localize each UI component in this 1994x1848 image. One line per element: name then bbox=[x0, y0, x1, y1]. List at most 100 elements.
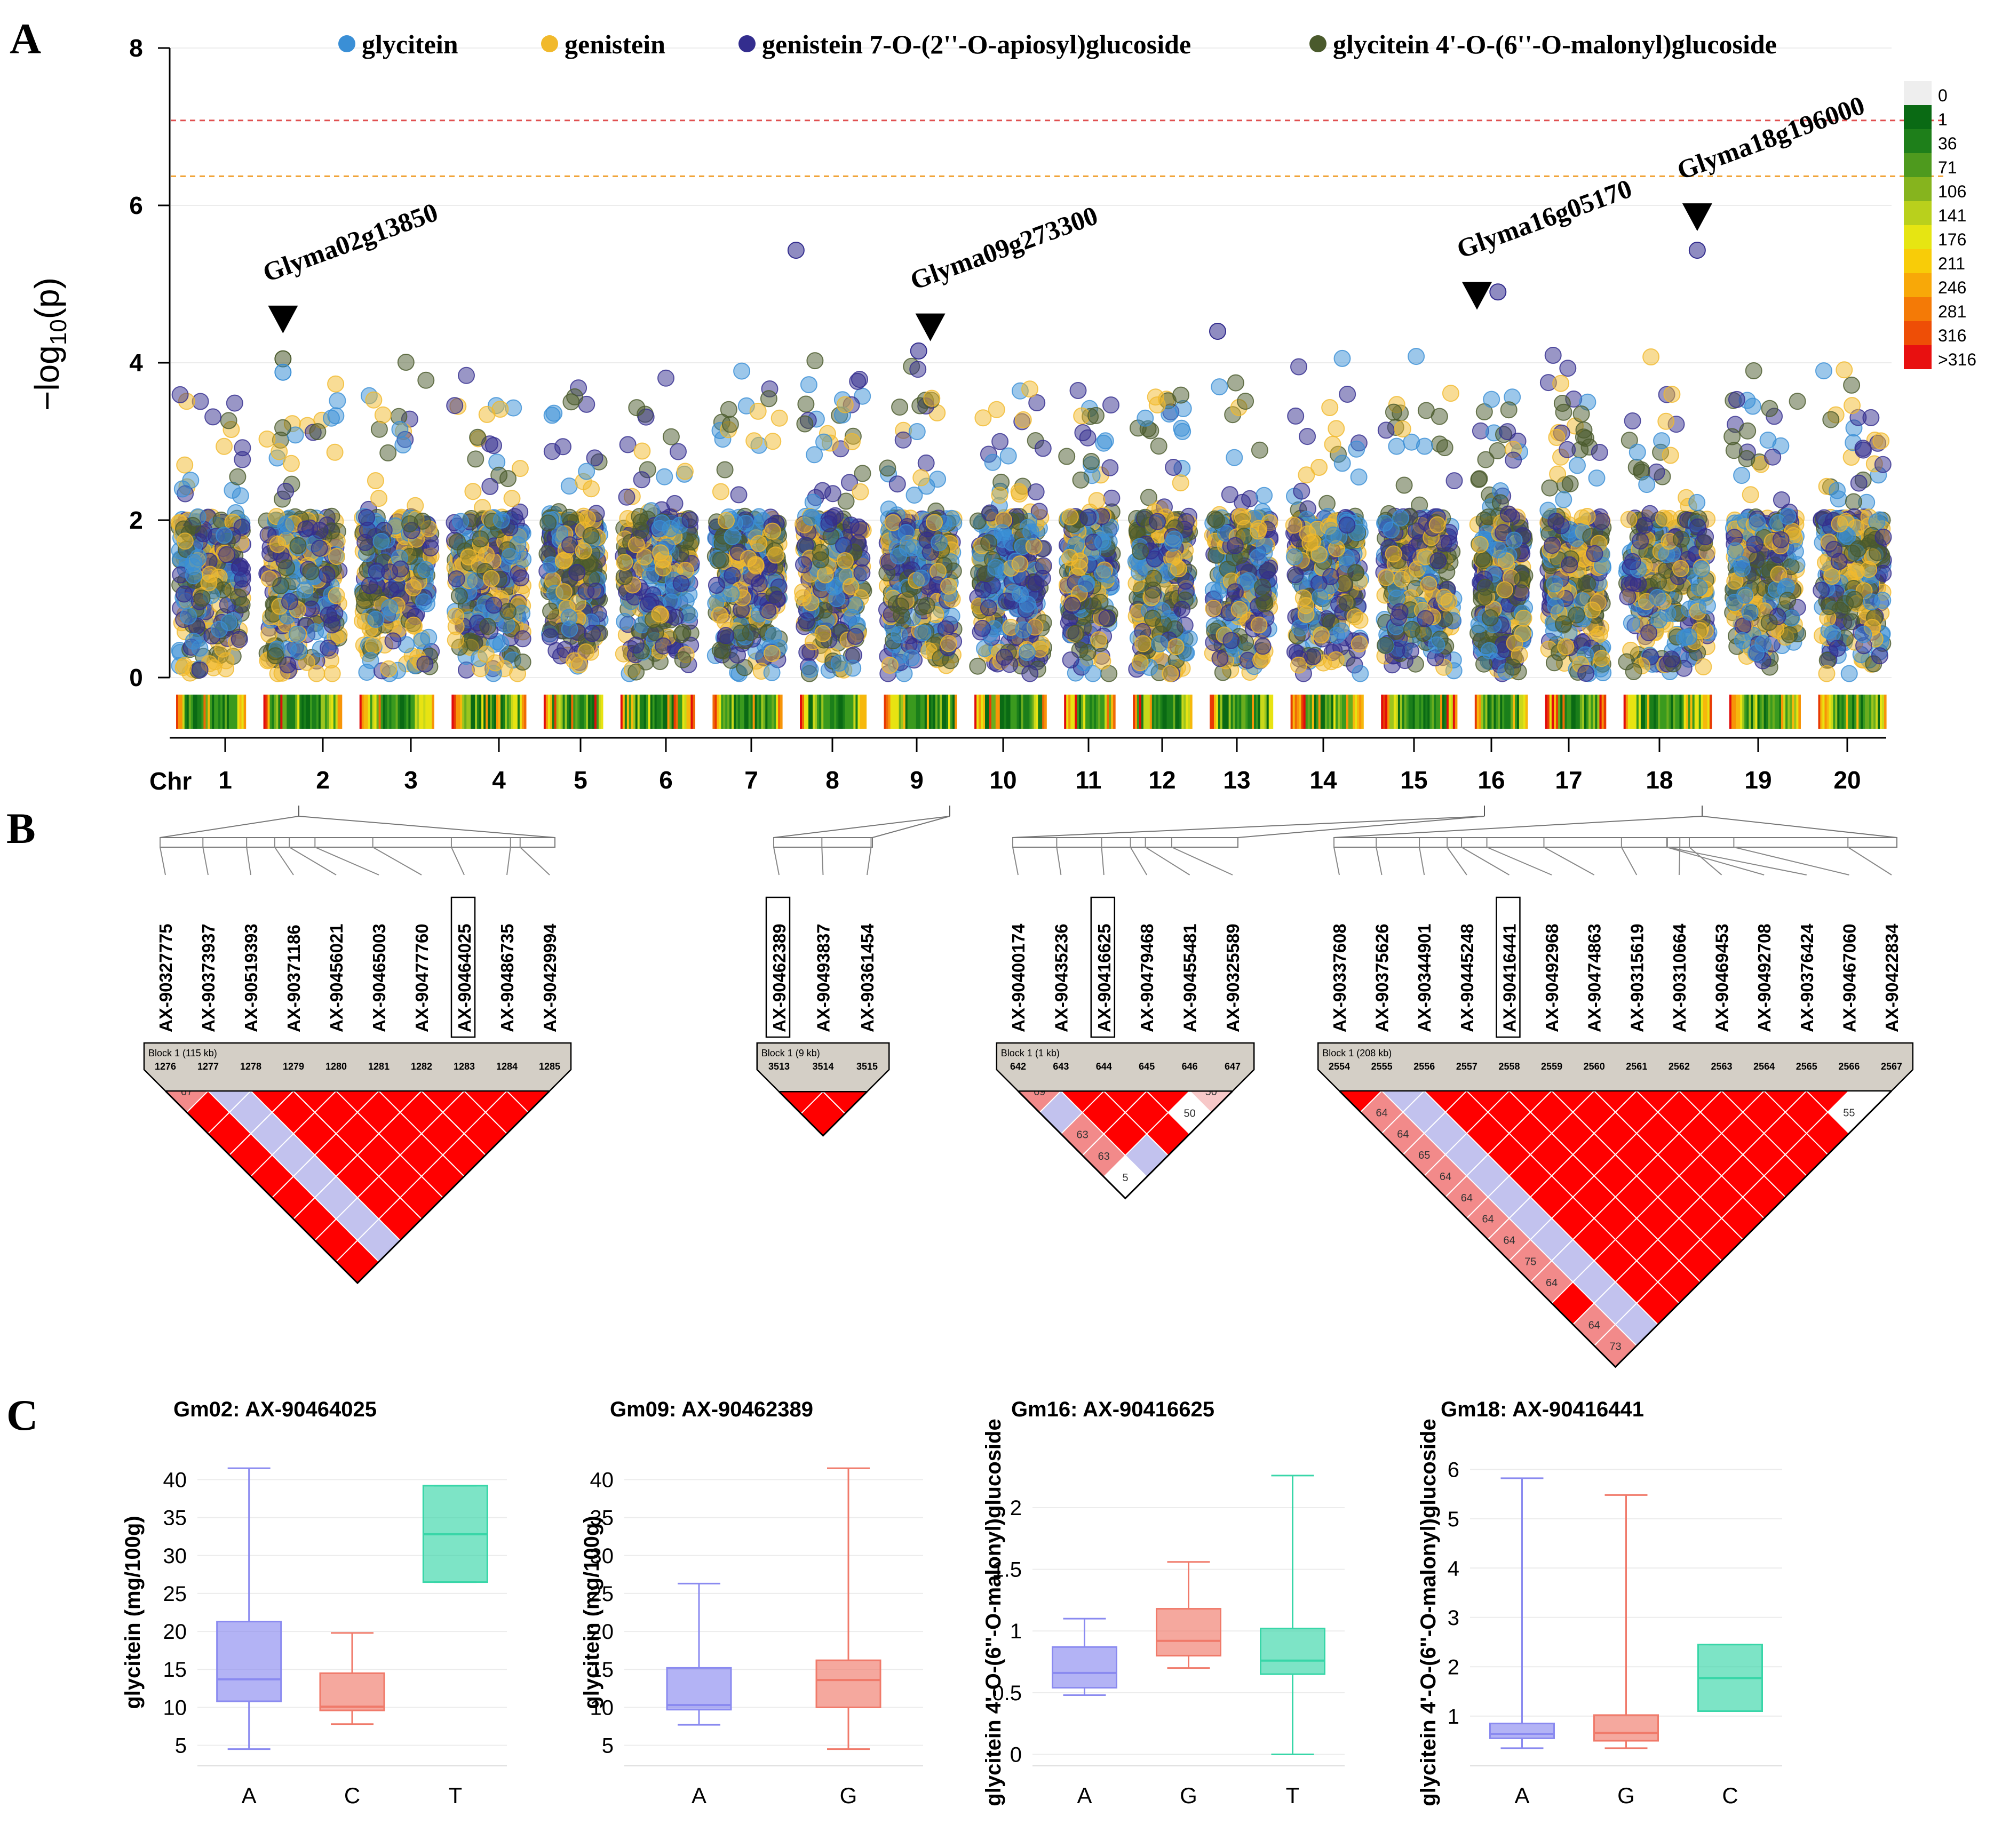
snp-point bbox=[897, 524, 915, 541]
snp-point bbox=[1061, 508, 1079, 525]
snp-point bbox=[1440, 593, 1458, 610]
snp-point bbox=[1234, 493, 1251, 511]
snp-point bbox=[577, 643, 595, 660]
snp-point bbox=[413, 632, 431, 650]
snp-point bbox=[503, 490, 521, 507]
snp-point bbox=[618, 488, 635, 506]
snp-point bbox=[458, 367, 475, 384]
snp-point bbox=[185, 567, 202, 584]
snp-point bbox=[1352, 665, 1369, 682]
snp-point bbox=[1172, 386, 1190, 404]
snp-point bbox=[288, 625, 306, 643]
snp-point bbox=[1505, 451, 1522, 469]
snp-point bbox=[627, 636, 645, 654]
snp-point bbox=[308, 665, 325, 682]
snp-point bbox=[842, 516, 860, 534]
snp-point bbox=[1431, 408, 1448, 425]
snp-point bbox=[923, 389, 941, 407]
snp-point bbox=[1088, 492, 1106, 509]
snp-point bbox=[969, 657, 987, 675]
snp-point bbox=[566, 388, 584, 405]
panel-c-label: C bbox=[6, 1391, 38, 1439]
snp-point bbox=[767, 546, 784, 564]
snp-point bbox=[561, 508, 578, 526]
snp-point bbox=[218, 546, 235, 563]
snp-point bbox=[984, 453, 1002, 471]
snp-point bbox=[1034, 440, 1052, 457]
snp-point bbox=[828, 590, 846, 607]
snp-point bbox=[416, 655, 434, 673]
snp-point bbox=[460, 548, 478, 565]
snp-point bbox=[987, 559, 1005, 576]
snp-point bbox=[277, 482, 295, 500]
snp-point bbox=[1014, 411, 1032, 428]
snp-point bbox=[996, 648, 1013, 666]
snp-point bbox=[193, 590, 211, 607]
snp-point bbox=[367, 472, 384, 489]
snp-point bbox=[814, 625, 832, 642]
snp-point bbox=[879, 459, 896, 477]
snp-point bbox=[902, 649, 920, 667]
snp-point bbox=[231, 559, 248, 576]
snp-point bbox=[991, 487, 1008, 504]
snp-point bbox=[842, 578, 860, 595]
snp-point bbox=[513, 604, 531, 622]
snp-point bbox=[1290, 656, 1307, 674]
snp-point bbox=[1347, 564, 1364, 582]
snp-point bbox=[485, 437, 502, 455]
snp-point bbox=[653, 514, 671, 532]
snp-point bbox=[884, 514, 902, 531]
snp-point bbox=[1087, 407, 1105, 424]
snp-point bbox=[554, 438, 571, 456]
snp-point bbox=[1144, 582, 1162, 599]
snp-point bbox=[258, 431, 276, 448]
snp-point bbox=[721, 416, 739, 433]
snp-point bbox=[1483, 391, 1500, 408]
snp-point bbox=[1471, 536, 1489, 553]
snp-point bbox=[1027, 575, 1045, 593]
snp-point bbox=[1226, 449, 1243, 466]
snp-point bbox=[802, 508, 820, 526]
snp-point bbox=[891, 626, 908, 643]
snp-point bbox=[175, 585, 193, 603]
snp-point bbox=[1230, 601, 1248, 618]
snp-point bbox=[297, 520, 315, 538]
snp-point bbox=[1132, 543, 1149, 560]
snp-point bbox=[365, 391, 383, 409]
snp-point bbox=[1286, 566, 1304, 584]
snp-point bbox=[937, 620, 955, 638]
snp-point bbox=[1250, 522, 1267, 540]
snp-point bbox=[1311, 588, 1329, 606]
snp-point bbox=[1442, 385, 1459, 402]
snp-point bbox=[1504, 658, 1522, 676]
snp-point bbox=[1079, 509, 1097, 526]
snp-point bbox=[652, 544, 669, 562]
snp-point bbox=[1505, 531, 1523, 549]
snp-point bbox=[1481, 642, 1498, 659]
snp-point bbox=[1471, 470, 1488, 488]
snp-point bbox=[1011, 555, 1029, 573]
snp-point bbox=[844, 659, 862, 677]
snp-point bbox=[888, 475, 906, 493]
snp-point bbox=[712, 551, 729, 569]
snp-point bbox=[274, 419, 291, 436]
snp-point bbox=[812, 544, 829, 561]
snp-point bbox=[970, 564, 988, 582]
snp-point bbox=[311, 522, 329, 539]
snp-point bbox=[881, 657, 899, 674]
snp-point bbox=[892, 598, 909, 615]
snp-point bbox=[575, 542, 592, 560]
snp-point bbox=[417, 371, 435, 389]
snp-point bbox=[384, 632, 402, 650]
snp-point bbox=[912, 469, 930, 487]
snp-point bbox=[899, 539, 916, 557]
snp-point bbox=[320, 606, 337, 624]
snp-point bbox=[1144, 609, 1161, 627]
snp-point bbox=[1496, 581, 1513, 599]
snp-point bbox=[1098, 609, 1116, 627]
snp-point bbox=[554, 552, 572, 570]
snp-point bbox=[628, 399, 646, 417]
snp-point bbox=[1102, 396, 1119, 414]
snp-point bbox=[296, 581, 314, 599]
